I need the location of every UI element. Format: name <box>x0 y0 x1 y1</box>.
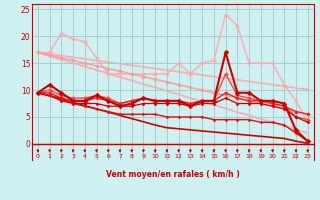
X-axis label: Vent moyen/en rafales ( km/h ): Vent moyen/en rafales ( km/h ) <box>106 170 240 179</box>
